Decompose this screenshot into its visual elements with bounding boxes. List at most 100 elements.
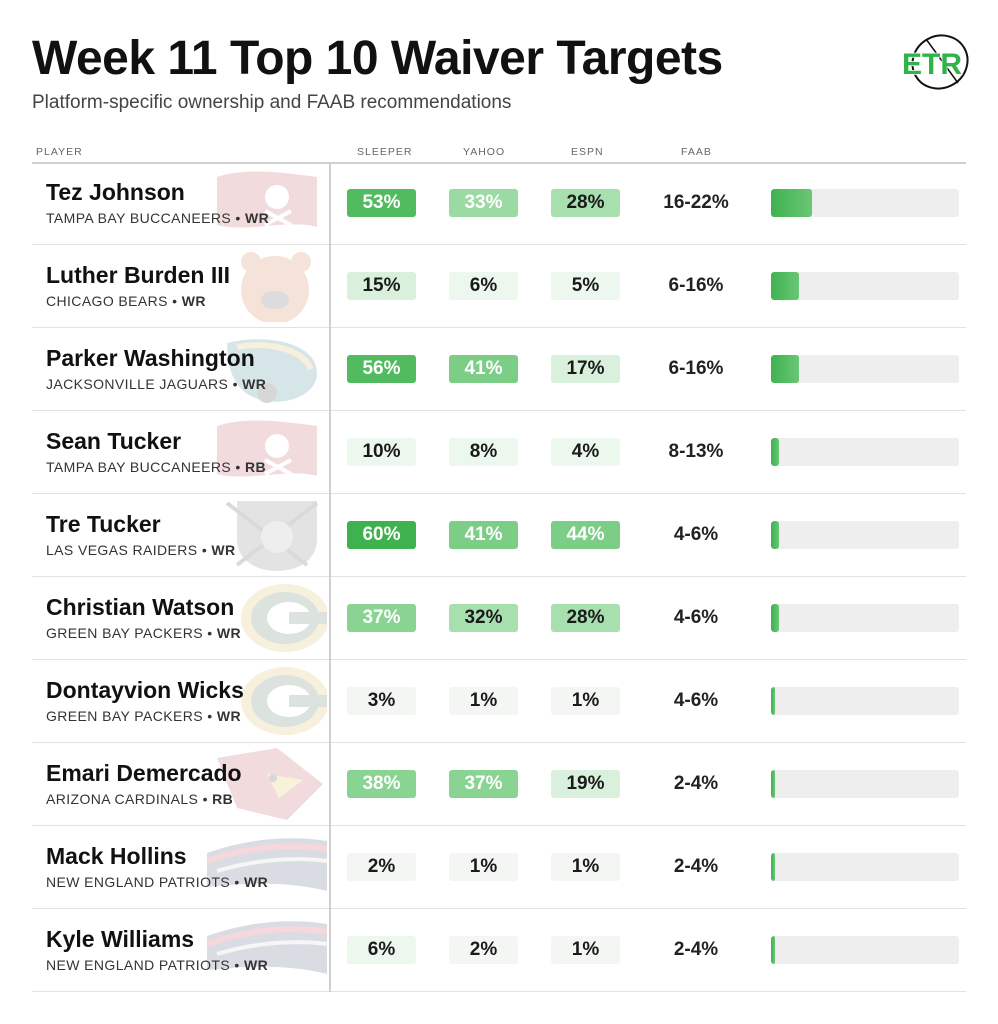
table-row: Dontayvion Wicks GREEN BAY PACKERS • WR 3%… xyxy=(32,660,966,743)
player-name: Sean Tucker xyxy=(46,428,182,454)
team-name: TAMPA BAY BUCCANEERS xyxy=(46,210,232,226)
faab-bar-fill xyxy=(771,604,779,632)
packers-g-icon xyxy=(207,582,327,654)
player-name: Tez Johnson xyxy=(46,179,185,205)
faab-bar xyxy=(771,272,959,300)
player-position: WR xyxy=(245,210,270,226)
espn-ownership: 19% xyxy=(551,770,620,798)
table-row: Sean Tucker TAMPA BAY BUCCANEERS • RB 10% 8… xyxy=(32,411,966,494)
faab-bar-fill xyxy=(771,438,779,466)
faab-bar-fill xyxy=(771,853,775,881)
player-position: WR xyxy=(242,376,267,392)
faab-bar-fill xyxy=(771,189,813,217)
sleeper-ownership: 10% xyxy=(347,438,416,466)
player-team: ARIZONA CARDINALS • RB xyxy=(46,791,234,807)
faab-range: 4-6% xyxy=(673,607,719,628)
faab-bar xyxy=(771,521,959,549)
sleeper-ownership: 56% xyxy=(347,355,416,383)
player-team: JACKSONVILLE JAGUARS • WR xyxy=(46,376,267,392)
patriots-head-icon xyxy=(207,831,327,903)
table-row: Parker Washington JACKSONVILLE JAGUARS • … xyxy=(32,328,966,411)
table-row: Mack Hollins NEW ENGLAND PATRIOTS • WR 2% 1… xyxy=(32,826,966,909)
faab-bar xyxy=(771,189,959,217)
faab-bar xyxy=(771,687,959,715)
team-name: NEW ENGLAND PATRIOTS xyxy=(46,957,231,973)
player-name: Emari Demercado xyxy=(46,760,242,786)
player-position: WR xyxy=(211,542,236,558)
player-team: NEW ENGLAND PATRIOTS • WR xyxy=(46,874,269,890)
espn-ownership: 44% xyxy=(551,521,620,549)
faab-bar xyxy=(771,853,959,881)
team-name: NEW ENGLAND PATRIOTS xyxy=(46,874,231,890)
table-row: Luther Burden III CHICAGO BEARS • WR 15% 6%… xyxy=(32,245,966,328)
player-position: WR xyxy=(243,957,269,973)
svg-text:ETR: ETR xyxy=(902,48,962,81)
yahoo-ownership: 37% xyxy=(449,770,518,798)
player-team: GREEN BAY PACKERS • WR xyxy=(46,708,241,724)
yahoo-ownership: 6% xyxy=(449,272,518,300)
faab-bar-fill xyxy=(771,936,775,964)
faab-range: 6-16% xyxy=(668,275,724,296)
faab-bar xyxy=(771,438,959,466)
column-header-sleeper: SLEEPER xyxy=(357,146,413,158)
player-position: WR xyxy=(181,293,206,309)
faab-range: 2-4% xyxy=(673,939,719,960)
buccaneers-flag-icon xyxy=(207,167,327,239)
packers-g-icon xyxy=(207,665,327,737)
faab-bar-fill xyxy=(771,521,779,549)
yahoo-ownership: 41% xyxy=(449,355,518,383)
yahoo-ownership: 1% xyxy=(449,687,518,715)
player-team: GREEN BAY PACKERS • WR xyxy=(46,625,241,641)
column-header-espn: ESPN xyxy=(571,146,604,158)
player-team: NEW ENGLAND PATRIOTS • WR xyxy=(46,957,269,973)
player-position: RB xyxy=(245,459,267,475)
faab-range: 8-13% xyxy=(668,441,724,462)
player-team: LAS VEGAS RAIDERS • WR xyxy=(46,542,236,558)
espn-ownership: 5% xyxy=(551,272,620,300)
team-name: GREEN BAY PACKERS xyxy=(46,708,203,724)
espn-ownership: 4% xyxy=(551,438,620,466)
faab-bar-fill xyxy=(771,355,800,383)
faab-bar xyxy=(771,770,959,798)
player-team: TAMPA BAY BUCCANEERS • RB xyxy=(46,459,267,475)
yahoo-ownership: 33% xyxy=(449,189,518,217)
player-team: CHICAGO BEARS • WR xyxy=(46,293,206,309)
cardinals-head-icon xyxy=(207,748,327,820)
column-header-faab: FAAB xyxy=(681,146,712,158)
raiders-shield-icon xyxy=(207,499,327,571)
column-divider xyxy=(329,162,331,992)
sleeper-ownership: 15% xyxy=(347,272,416,300)
faab-range: 4-6% xyxy=(673,524,719,545)
player-name: Christian Watson xyxy=(46,594,235,620)
team-name: TAMPA BAY BUCCANEERS xyxy=(46,459,232,475)
buccaneers-flag-icon xyxy=(207,416,327,488)
player-position: WR xyxy=(243,874,269,890)
espn-ownership: 28% xyxy=(551,189,620,217)
team-name: LAS VEGAS RAIDERS xyxy=(46,542,198,558)
espn-ownership: 28% xyxy=(551,604,620,632)
yahoo-ownership: 32% xyxy=(449,604,518,632)
faab-range: 2-4% xyxy=(673,856,719,877)
yahoo-ownership: 2% xyxy=(449,936,518,964)
player-name: Parker Washington xyxy=(46,345,255,371)
column-header-player: PLAYER xyxy=(36,146,83,158)
player-name: Luther Burden III xyxy=(46,262,230,288)
player-position: WR xyxy=(216,708,241,724)
faab-bar xyxy=(771,355,959,383)
table-row: Tez Johnson TAMPA BAY BUCCANEERS • WR 53% 3… xyxy=(32,162,966,245)
table-row: Emari Demercado ARIZONA CARDINALS • RB 38%… xyxy=(32,743,966,826)
table-row: Christian Watson GREEN BAY PACKERS • WR 37… xyxy=(32,577,966,660)
player-name: Mack Hollins xyxy=(46,843,187,869)
yahoo-ownership: 41% xyxy=(449,521,518,549)
bears-head-icon xyxy=(207,250,327,322)
sleeper-ownership: 60% xyxy=(347,521,416,549)
yahoo-ownership: 8% xyxy=(449,438,518,466)
team-name: JACKSONVILLE JAGUARS xyxy=(46,376,229,392)
sleeper-ownership: 38% xyxy=(347,770,416,798)
team-name: CHICAGO BEARS xyxy=(46,293,168,309)
column-header-yahoo: YAHOO xyxy=(463,146,506,158)
player-name: Tre Tucker xyxy=(46,511,161,537)
table-row: Tre Tucker LAS VEGAS RAIDERS • WR 60% 41% 44… xyxy=(32,494,966,577)
faab-range: 4-6% xyxy=(673,690,719,711)
faab-bar-fill xyxy=(771,272,800,300)
